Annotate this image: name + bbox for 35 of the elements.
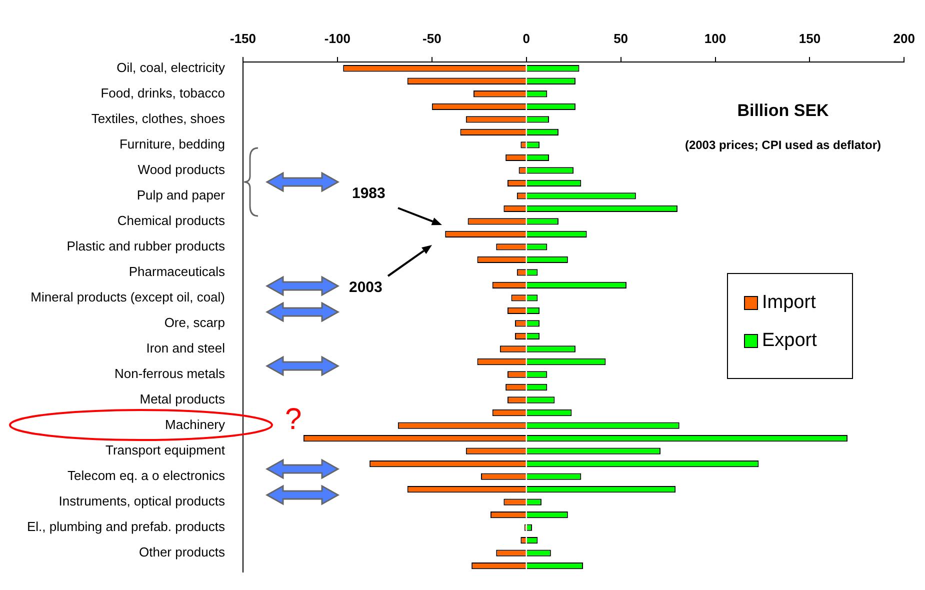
- y-tick-label: Pulp and paper: [136, 188, 226, 203]
- x-tick-label: -50: [422, 30, 442, 46]
- y-tick-label: Furniture, bedding: [119, 136, 225, 152]
- x-tick-label: 50: [614, 30, 628, 46]
- y-tick-label: Instruments, optical products: [58, 494, 226, 509]
- annotation: ?: [285, 403, 302, 437]
- y-tick-label: Non-ferrous metals: [114, 366, 226, 382]
- y-tick-label: El., plumbing and prefab. products: [26, 519, 226, 534]
- y-tick-label: Transport equipment: [106, 442, 226, 458]
- y-tick-label: Metal products: [140, 392, 226, 407]
- y-tick-label: Textiles, clothes, shoes: [91, 110, 226, 126]
- y-tick-label: Food, drinks, tobacco: [100, 85, 225, 100]
- legend-label: Export: [762, 330, 817, 352]
- x-tick-label: -100: [324, 30, 350, 46]
- y-tick-label: Mineral products (except oil, coal): [30, 290, 225, 305]
- x-tick-label: 150: [798, 30, 821, 46]
- x-tick-label: 0: [522, 30, 530, 46]
- text: (2003 prices; CPI used as deflator): [684, 138, 882, 152]
- y-tick-label: Chemical products: [117, 213, 226, 228]
- y-tick-label: Telecom eq. a o electronics: [67, 468, 226, 484]
- y-tick-label: Iron and steel: [146, 340, 226, 356]
- annotation: 1983: [352, 185, 386, 202]
- text: Billion SEK: [736, 101, 830, 121]
- y-tick-label: Ore, scarp: [164, 315, 225, 330]
- annotation: 2003: [349, 279, 382, 296]
- y-tick-label: Pharmaceuticals: [128, 264, 226, 280]
- y-tick-label: Oil, coal, electricity: [116, 60, 226, 75]
- x-tick-label: 200: [893, 30, 916, 46]
- y-tick-label: Machinery: [165, 417, 226, 432]
- y-tick-label: Plastic and rubber products: [66, 238, 226, 254]
- x-tick-label: -150: [230, 30, 256, 46]
- x-tick-label: 100: [704, 30, 726, 46]
- legend-label: Import: [762, 292, 816, 314]
- y-tick-label: Wood products: [138, 162, 226, 177]
- y-tick-label: Other products: [139, 544, 226, 560]
